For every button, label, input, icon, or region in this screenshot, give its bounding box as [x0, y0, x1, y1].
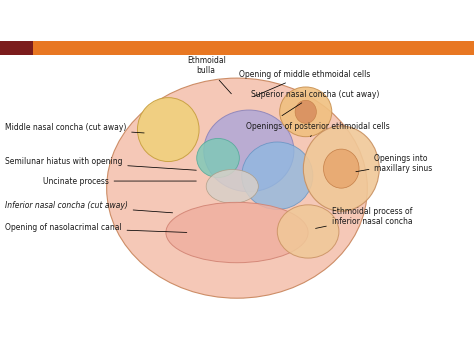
Ellipse shape: [295, 100, 317, 123]
Ellipse shape: [206, 169, 258, 203]
Ellipse shape: [280, 87, 332, 137]
Text: Openings into
maxillary sinus: Openings into maxillary sinus: [356, 154, 433, 173]
Text: Superior nasal concha (cut away): Superior nasal concha (cut away): [251, 89, 380, 116]
Ellipse shape: [323, 149, 359, 188]
Text: Opening of middle ethmoidal cells: Opening of middle ethmoidal cells: [239, 70, 371, 97]
Ellipse shape: [137, 98, 199, 162]
Ellipse shape: [242, 142, 313, 209]
Ellipse shape: [277, 205, 339, 258]
Text: Openings of posterior ethmoidal cells: Openings of posterior ethmoidal cells: [246, 121, 390, 137]
Text: Opening of nasolacrimal canal: Opening of nasolacrimal canal: [5, 223, 187, 233]
Text: Inferior nasal concha (cut away): Inferior nasal concha (cut away): [5, 201, 173, 213]
Bar: [33, 41, 474, 55]
Ellipse shape: [166, 202, 308, 263]
Text: Ethmoidal process of
inferior nasal concha: Ethmoidal process of inferior nasal conc…: [316, 207, 412, 228]
Text: Semilunar hiatus with opening: Semilunar hiatus with opening: [5, 157, 196, 170]
Text: Uncinate process: Uncinate process: [43, 176, 196, 186]
Text: Ethmoidal
bulla: Ethmoidal bulla: [187, 56, 231, 94]
Ellipse shape: [303, 126, 379, 211]
Text: Middle nasal concha (cut away): Middle nasal concha (cut away): [5, 123, 144, 133]
Ellipse shape: [107, 78, 367, 298]
Ellipse shape: [204, 110, 294, 192]
Ellipse shape: [197, 138, 239, 178]
Bar: [0, 41, 33, 55]
